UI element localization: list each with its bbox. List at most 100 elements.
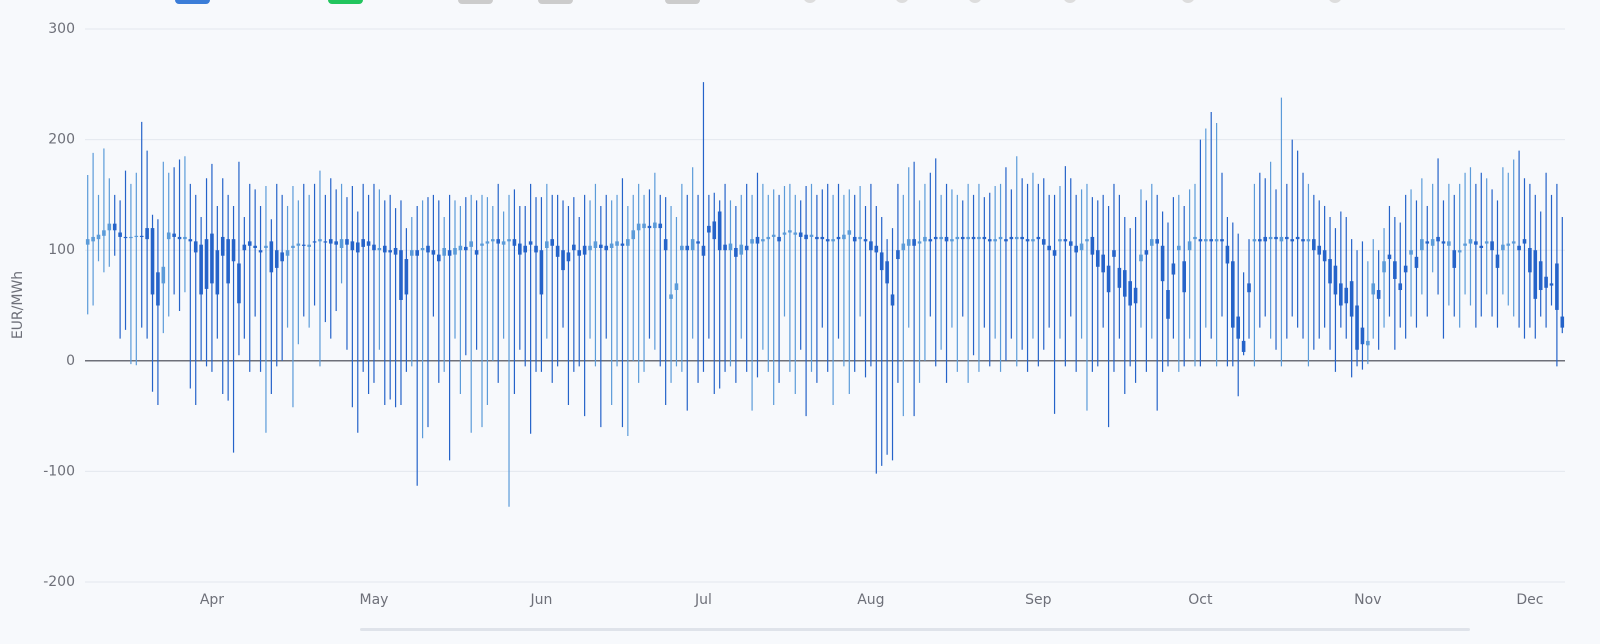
candle-body (1106, 265, 1111, 293)
candle-body (431, 250, 436, 255)
candle-body (982, 236, 987, 240)
candle-body (615, 241, 619, 246)
legend-swatch[interactable] (458, 0, 493, 4)
candle-body (1441, 241, 1446, 244)
candle-body (1128, 281, 1132, 306)
candle-body (231, 239, 236, 262)
candle-body (599, 244, 603, 248)
legend-dot[interactable] (1328, 0, 1342, 3)
candle-body (1209, 239, 1214, 242)
candle-body (436, 254, 441, 262)
candle-body (1403, 265, 1408, 273)
candle-body (296, 243, 301, 246)
candle-body (280, 252, 284, 262)
candle-body (577, 250, 582, 256)
x-tick-label: Jul (694, 592, 712, 608)
candle-body (1317, 245, 1322, 255)
candle-body (1398, 283, 1403, 291)
candle-body (1322, 250, 1327, 262)
candle-body (917, 241, 922, 244)
candle-body (334, 241, 338, 245)
candle-body (1263, 236, 1268, 242)
candle-body (1420, 239, 1424, 251)
legend-dot[interactable] (1063, 0, 1077, 3)
candle-body (1058, 239, 1062, 242)
candle-body (663, 239, 668, 251)
candle-body (118, 232, 122, 237)
candle-body (971, 236, 976, 240)
candle-body (1333, 265, 1338, 295)
candle-body (707, 225, 711, 233)
candle-body (1490, 241, 1494, 251)
candle-body (847, 230, 852, 235)
candle-body (399, 250, 403, 300)
candle-body (1511, 241, 1516, 244)
candle-body (1198, 239, 1203, 242)
candle-body (1187, 241, 1192, 251)
y-axis-label: EUR/MWh (10, 271, 26, 339)
candle-body (798, 232, 803, 237)
candle-body (944, 236, 949, 242)
candle-body (555, 245, 560, 257)
candle-body (107, 223, 112, 231)
candle-body (728, 243, 733, 251)
candle-body (464, 246, 468, 251)
candle-body (1036, 236, 1041, 240)
candle-body (1214, 239, 1219, 242)
candle-body (177, 236, 182, 240)
y-tick-label: 200 (48, 132, 75, 148)
candle-body (885, 261, 889, 284)
candle-body (242, 244, 247, 251)
candle-body (906, 239, 911, 246)
candle-body (1538, 261, 1543, 291)
candle-body (1468, 239, 1473, 244)
candle-body (1549, 283, 1554, 286)
legend-partial (175, 0, 1342, 4)
candle-body (696, 241, 700, 244)
candle-body (1166, 290, 1170, 319)
candle-body (604, 245, 609, 251)
candle-body (890, 294, 895, 306)
legend-swatch[interactable] (538, 0, 573, 4)
candle-body (1133, 287, 1138, 304)
candle-body (1344, 287, 1349, 304)
scrollbar[interactable] (360, 628, 1470, 631)
candle-body (831, 239, 835, 242)
candle-body (210, 233, 214, 284)
legend-dot[interactable] (803, 0, 817, 3)
candle-body (1484, 241, 1489, 244)
candle-body (150, 228, 155, 295)
candle-body (1247, 283, 1251, 293)
candle-body (1393, 261, 1397, 279)
legend-swatch[interactable] (665, 0, 700, 4)
legend-swatch[interactable] (328, 0, 363, 4)
candle-body (950, 239, 954, 242)
candle-body (1193, 236, 1197, 240)
candle-body (1355, 305, 1359, 350)
legend-dot[interactable] (968, 0, 982, 3)
candle-body (485, 241, 490, 244)
candle-body (933, 236, 938, 240)
candle-body (1182, 261, 1186, 293)
legend-dot[interactable] (895, 0, 909, 3)
candle-body (1144, 250, 1149, 255)
candle-body (901, 243, 906, 251)
candle-body (361, 239, 365, 247)
candle-body (1522, 239, 1527, 244)
candle-body (744, 245, 749, 251)
candle-body (609, 243, 614, 248)
candle-body (1306, 239, 1311, 242)
candle-body (469, 241, 474, 247)
candle-body (145, 228, 149, 240)
candle-body (172, 233, 176, 237)
candle-body (723, 244, 727, 251)
candle-body (1063, 239, 1068, 242)
legend-dot[interactable] (1181, 0, 1195, 3)
candle-body (512, 239, 517, 246)
legend-swatch[interactable] (175, 0, 210, 4)
candle-body (1020, 236, 1024, 240)
candle-body (1409, 250, 1413, 255)
candle-body (1204, 239, 1208, 242)
candle-body (793, 232, 798, 235)
candle-body (1371, 283, 1376, 295)
